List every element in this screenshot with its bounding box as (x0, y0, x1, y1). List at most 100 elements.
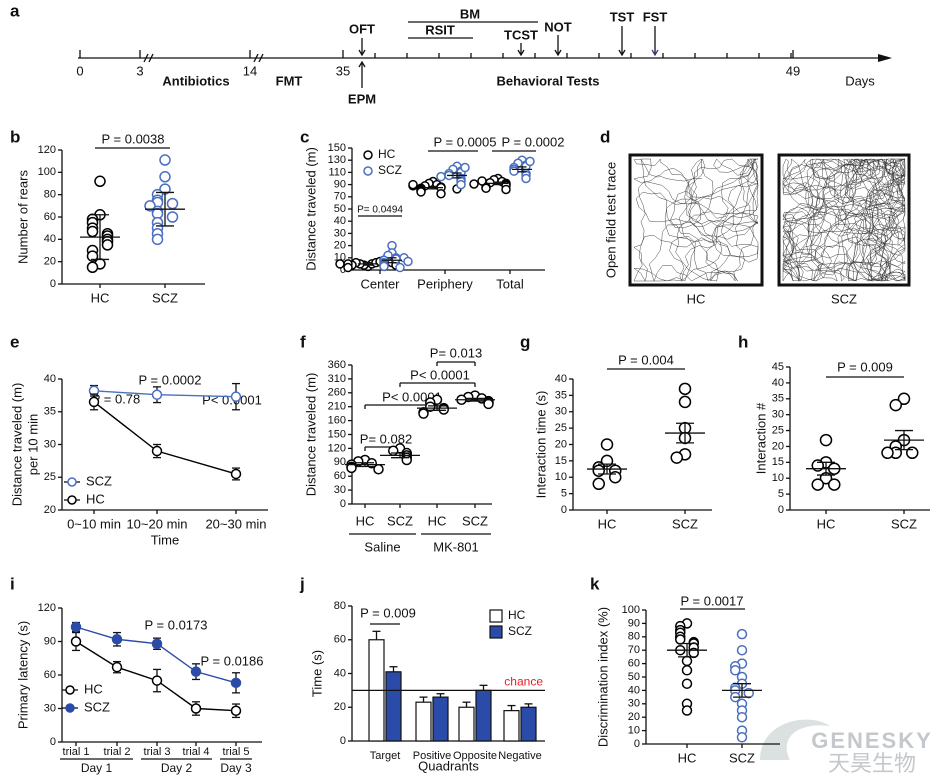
legend-marker (363, 150, 373, 160)
y-tick-label: 110 (328, 166, 346, 178)
event-label: EPM (348, 91, 376, 106)
y-tick-label: 5 (561, 488, 567, 500)
condition-label: MK-801 (433, 539, 479, 554)
data-point (681, 678, 693, 689)
bar (458, 706, 475, 742)
trace-label: SCZ (831, 291, 857, 306)
bar (520, 706, 537, 742)
legend-label: SCZ (378, 163, 402, 177)
y-tick-label: 100 (622, 604, 640, 616)
y-tick-label: 30 (628, 698, 640, 710)
y-axis-label: Primary latency (s) (15, 621, 30, 729)
y-axis-label: Open field test trace (603, 162, 618, 278)
data-point (469, 179, 479, 189)
x-tick-label: SCZ (891, 516, 917, 531)
y-tick-label: 30 (44, 438, 56, 450)
data-point (335, 259, 345, 269)
y-tick-label: 260 (328, 387, 346, 399)
y-tick-label: 30 (772, 409, 784, 421)
data-point (678, 382, 692, 396)
condition-label: Day 3 (220, 761, 252, 775)
event-label: RSIT (425, 22, 455, 37)
arrow-head (554, 49, 562, 57)
data-point (401, 454, 412, 466)
y-axis-label: Discrimination index (%) (595, 607, 610, 747)
y-axis-label: per 10 min (25, 414, 40, 475)
y-tick-label: 45 (772, 361, 784, 373)
y-tick-label: 210 (328, 401, 346, 413)
y-tick-label: 20 (44, 256, 56, 268)
y-tick-label: 120 (328, 442, 346, 454)
data-point (811, 459, 824, 472)
x-tick-label: trial 2 (104, 746, 131, 758)
annotation: P = 0.0038 (101, 131, 164, 146)
condition-label: Day 1 (81, 761, 113, 775)
y-tick-label: 50 (334, 203, 346, 215)
axis-break (148, 53, 154, 63)
data-point (418, 408, 429, 419)
data-point (509, 166, 519, 176)
data-point (343, 262, 353, 273)
data-point (403, 256, 413, 267)
annotation: P = 0.004 (618, 352, 674, 367)
y-tick-label: 150 (328, 428, 346, 440)
y-tick-label: 160 (328, 415, 346, 427)
marker (151, 675, 163, 686)
legend-label: HC (84, 681, 103, 696)
x-tick-label: Center (360, 276, 400, 291)
x-tick-label: SCZ (462, 513, 488, 528)
phase-label: FMT (276, 73, 303, 88)
panel-letter: g (520, 332, 530, 351)
data-point (678, 395, 692, 409)
day-label: 3 (136, 63, 143, 78)
legend-label: HC (508, 608, 526, 622)
y-axis-label: Distance traveled (m) (9, 383, 24, 507)
y-tick-label: 70 (334, 191, 346, 203)
legend-swatch (489, 609, 503, 623)
axis-break (258, 53, 264, 63)
arena (628, 153, 764, 287)
y-tick-label: 80 (44, 189, 56, 201)
phase-label: Antibiotics (162, 73, 229, 88)
y-tick-label: 0 (50, 736, 56, 748)
y-tick-label: 15 (555, 455, 567, 467)
x-tick-label: HC (91, 290, 110, 305)
legend-swatch (489, 625, 503, 639)
marker (151, 389, 163, 400)
data-point (675, 634, 686, 645)
data-point (86, 250, 99, 262)
y-tick-label: 25 (772, 424, 784, 436)
x-tick-label: trial 4 (183, 746, 210, 758)
data-point (889, 398, 902, 412)
marker (151, 445, 163, 457)
panel-letter: c (300, 127, 309, 146)
marker (230, 677, 242, 689)
trace-label: HC (687, 291, 706, 306)
arrow-head (618, 49, 626, 57)
annotation: P< 0.0001 (410, 367, 470, 382)
annotation: P = 0.0005 (433, 134, 496, 149)
x-tick-label: SCZ (152, 290, 178, 305)
data-point (151, 233, 164, 246)
y-tick-label: 15 (772, 456, 784, 468)
marker (151, 638, 163, 649)
x-axis-label: Time (151, 532, 179, 547)
annotation: P= 0.013 (430, 345, 482, 360)
x-tick-label: HC (817, 516, 836, 531)
y-tick-label: 10 (628, 725, 640, 737)
y-axis-label: Distance traveled (m) (303, 147, 318, 271)
y-tick-label: 80 (628, 631, 640, 643)
x-tick-label: HC (356, 513, 375, 528)
marker (88, 396, 100, 408)
y-tick-label: 360 (328, 359, 346, 371)
y-tick-label: 120 (38, 144, 56, 156)
y-tick-label: 60 (628, 658, 640, 670)
legend-marker (67, 477, 77, 487)
data-point (395, 262, 405, 273)
y-tick-label: 40 (44, 233, 56, 245)
y-tick-label: 20 (334, 240, 346, 252)
marker (230, 468, 242, 480)
x-tick-label: SCZ (387, 513, 413, 528)
x-tick-label: trial 1 (63, 746, 90, 758)
